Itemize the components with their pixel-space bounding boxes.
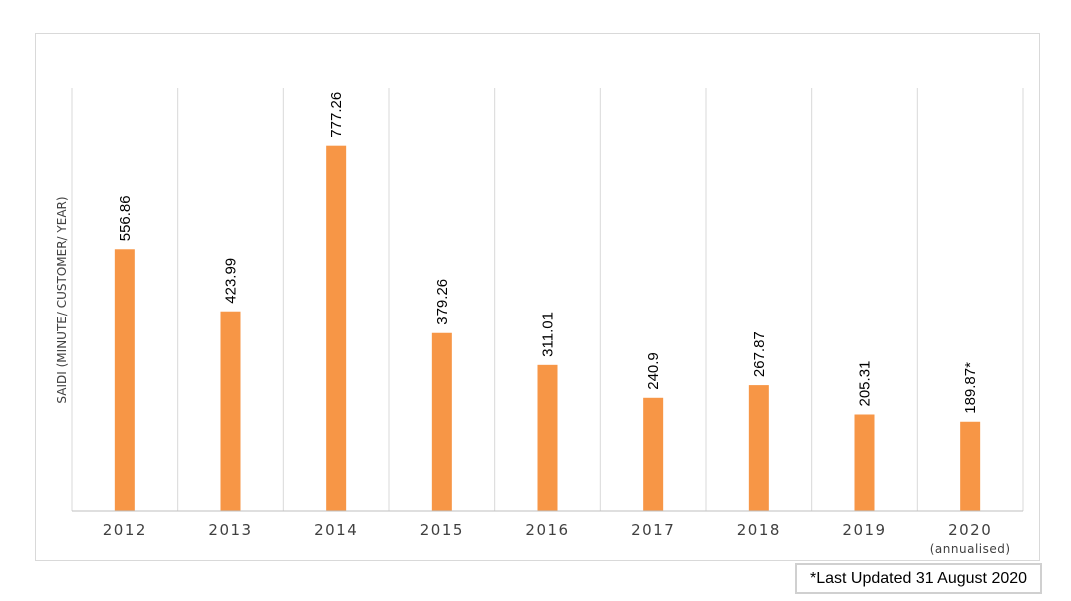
- bars: [114, 145, 981, 511]
- x-tick-2019: 2019: [842, 521, 886, 539]
- data-label-2017: 240.9: [645, 352, 662, 390]
- last-updated-note: *Last Updated 31 August 2020: [795, 563, 1042, 594]
- x-tick-2020: 2020: [948, 521, 992, 539]
- x-tick-2016: 2016: [525, 521, 569, 539]
- x-tick-2018: 2018: [737, 521, 781, 539]
- x-tick-sublabel-2020: (annualised): [930, 542, 1011, 556]
- data-label-2014: 777.26: [328, 92, 345, 138]
- bar-2013: [220, 311, 241, 511]
- bar-2014: [326, 145, 347, 511]
- data-label-2019: 205.31: [857, 361, 874, 407]
- data-label-2016: 311.01: [540, 312, 557, 357]
- bar-2015: [431, 332, 452, 511]
- x-tick-2015: 2015: [420, 521, 464, 539]
- data-labels: 556.86 423.99 777.26 379.26 311.01 240.9 267.8…: [117, 92, 979, 414]
- x-tick-2017: 2017: [631, 521, 675, 539]
- x-axis-ticks: 2012 2013 2014 2015 2016 2017 2018 2019 2020 (ann…: [103, 521, 1011, 556]
- bar-2018: [748, 385, 769, 511]
- grid: [71, 88, 1024, 511]
- bar-2012: [114, 249, 135, 511]
- data-label-2012: 556.86: [117, 195, 134, 241]
- bar-2017: [643, 397, 664, 511]
- x-tick-2013: 2013: [208, 521, 252, 539]
- data-label-2015: 379.26: [434, 279, 451, 325]
- bar-2020: [960, 421, 981, 511]
- data-label-2020: 189.87*: [962, 362, 979, 414]
- bar-2019: [854, 414, 875, 511]
- bar-2016: [537, 364, 558, 511]
- y-axis-label: SAIDI (MINUTE/ CUSTOMER/ YEAR): [55, 196, 69, 403]
- x-tick-2012: 2012: [103, 521, 147, 539]
- data-label-2013: 423.99: [223, 258, 240, 304]
- x-tick-2014: 2014: [314, 521, 358, 539]
- data-label-2018: 267.87: [751, 331, 768, 377]
